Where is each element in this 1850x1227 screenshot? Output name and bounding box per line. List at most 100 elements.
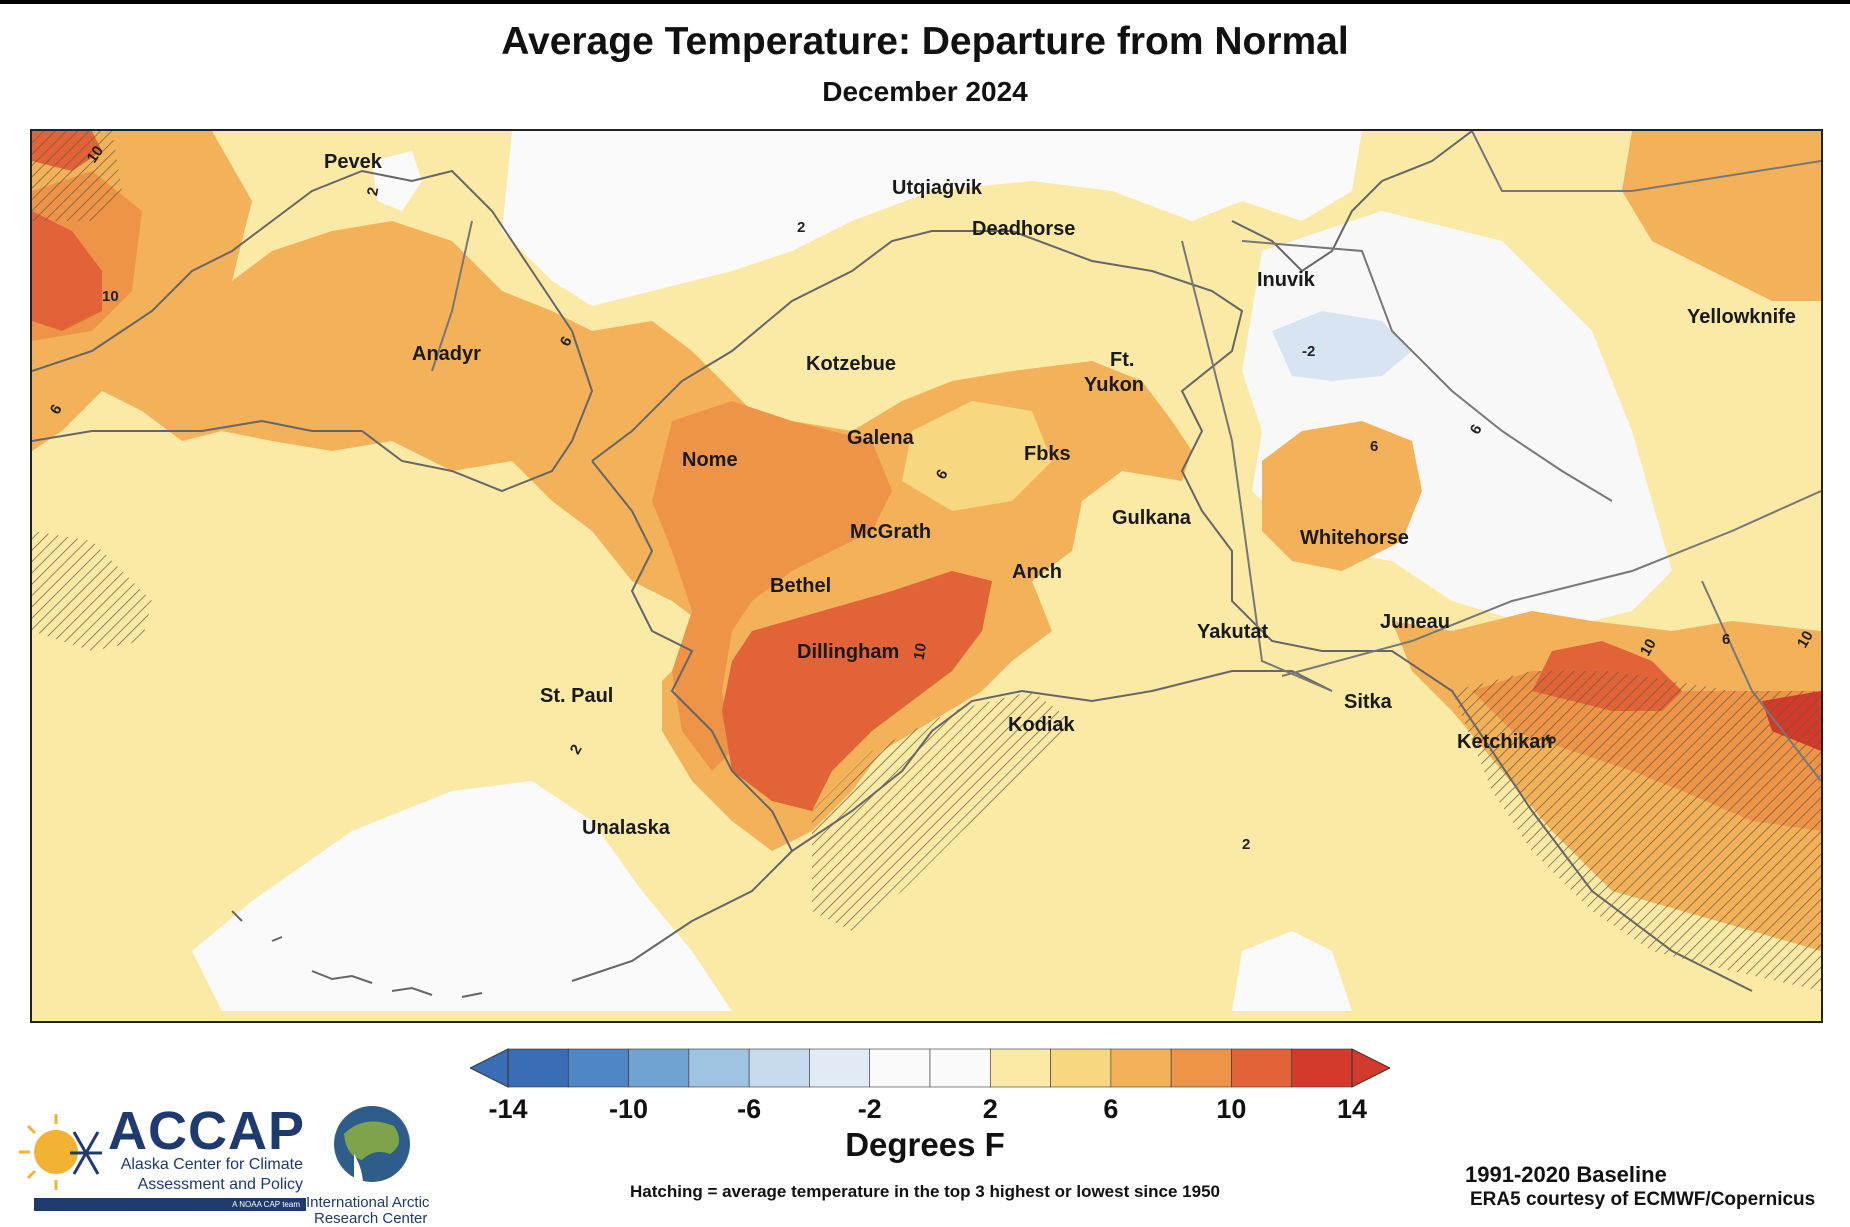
- nwt-border: [1471, 131, 1821, 192]
- city-label-yukon: Yukon: [1084, 374, 1145, 396]
- bc-border: [1281, 490, 1821, 677]
- map-subtitle: December 2024: [822, 76, 1028, 107]
- city-label-yakutat: Yakutat: [1197, 621, 1269, 643]
- colorbar-tick-label: 14: [1336, 1094, 1368, 1124]
- chukotka-border: [431, 220, 473, 372]
- city-label-sitka: Sitka: [1344, 691, 1392, 713]
- city-label-inuvik: Inuvik: [1257, 269, 1315, 291]
- baseline-note: 1991-2020 Baseline: [1465, 1162, 1667, 1187]
- western-alaska-deeper: [652, 401, 892, 771]
- data-credit: ERA5 courtesy of ECMWF/Copernicus: [1470, 1189, 1816, 1210]
- colorbar-cell: [1110, 1048, 1172, 1088]
- colorbar-cell: [989, 1048, 1051, 1088]
- city-label-unalaska: Unalaska: [582, 817, 670, 839]
- hatch-kodiak: [812, 691, 1072, 931]
- temperature-departure-map: Pevek Utqiaġvik Deadhorse Inuvik Yellowk…: [30, 129, 1823, 1023]
- colorbar-low-arrow: [470, 1048, 509, 1088]
- city-label-whitehorse: Whitehorse: [1300, 527, 1409, 549]
- colorbar-tick-label: -10: [609, 1094, 649, 1124]
- city-label-gulkana: Gulkana: [1112, 507, 1191, 529]
- contour-label: 10: [910, 641, 931, 662]
- bristol-bay-red: [722, 571, 992, 811]
- colorbar-cell: [1291, 1048, 1353, 1088]
- cook-inlet-coast: [791, 670, 1333, 852]
- city-label-ft: Ft.: [1110, 349, 1135, 371]
- yukon-warm: [1262, 421, 1422, 571]
- city-label-yellowknife: Yellowknife: [1687, 306, 1796, 328]
- colorbar-cell: [507, 1048, 569, 1088]
- city-label-kotzebue: Kotzebue: [806, 353, 896, 375]
- chukotka-coast: [32, 169, 594, 493]
- accap-iarc-logos: [19, 1106, 410, 1196]
- colorbar-cell: [869, 1048, 931, 1088]
- map-title: Average Temperature: Departure from Norm…: [501, 20, 1349, 63]
- alaska-coastline: [591, 230, 1753, 992]
- contour-label: 6: [1370, 438, 1379, 455]
- city-label-st-paul: St. Paul: [540, 685, 614, 707]
- iarc-name-line-2: Research Center: [314, 1210, 428, 1227]
- colorbar-tick-label: -2: [857, 1094, 882, 1124]
- colorbar-cell: [1231, 1048, 1293, 1088]
- nunavut-border: [1701, 580, 1821, 782]
- chukotka-red: [32, 211, 102, 331]
- sun-snowflake-icon: [19, 1114, 102, 1190]
- colorbar-units: Degrees F: [845, 1126, 1005, 1163]
- city-label-mcgrath: McGrath: [850, 521, 932, 543]
- contour-label: 6: [1722, 631, 1731, 648]
- accap-tagline-1: Alaska Center for Climate: [120, 1156, 303, 1173]
- colorbar-cell: [567, 1048, 629, 1088]
- contour-label: 2: [1242, 836, 1251, 853]
- gulf-near-normal: [1232, 931, 1352, 1011]
- contour-label: 2: [797, 219, 806, 236]
- city-label-ketchikan: Ketchikan: [1457, 731, 1553, 753]
- noaa-cap-tag: A NOAA CAP team: [34, 1198, 306, 1211]
- city-label-fbks: Fbks: [1024, 443, 1071, 465]
- iarc-globe-icon: [334, 1106, 410, 1196]
- colorbar-cell: [628, 1048, 690, 1088]
- colorbar-cell: [688, 1048, 750, 1088]
- city-label-galena: Galena: [847, 427, 914, 449]
- canada-arctic-coast: [1231, 131, 1473, 273]
- iarc-name-line-1: International Arctic: [306, 1194, 430, 1211]
- hatch-bering: [32, 531, 152, 651]
- aleutian-islands: [231, 910, 483, 998]
- fiwarm-extra: [902, 401, 1052, 511]
- bering-near-normal: [192, 781, 732, 1011]
- top-rule: [0, 0, 1850, 4]
- colorbar: [470, 1048, 1390, 1088]
- colorbar-cell: [1050, 1048, 1112, 1088]
- colorbar-tick-label: -6: [737, 1094, 762, 1124]
- city-label-pevek: Pevek: [324, 151, 382, 173]
- hatching-note: Hatching = average temperature in the to…: [630, 1182, 1220, 1201]
- us-canada-border: [1181, 240, 1333, 692]
- colorbar-cell: [1170, 1048, 1232, 1088]
- colorbar-cell: [929, 1048, 991, 1088]
- alaska-west-coast: [571, 460, 794, 982]
- city-label-anadyr: Anadyr: [412, 343, 481, 365]
- colorbar-cell: [809, 1048, 871, 1088]
- colorbar-tick-label: -14: [488, 1094, 528, 1124]
- colorbar-tick-label: 2: [982, 1094, 998, 1124]
- accap-wordmark: ACCAP: [108, 1101, 306, 1161]
- yukon-nwt-border: [1241, 240, 1613, 502]
- city-label-nome: Nome: [682, 449, 738, 471]
- map-canvas: [32, 131, 1821, 1021]
- arctic-ocean-near-normal: [502, 131, 1362, 306]
- colorbar-cell: [748, 1048, 810, 1088]
- city-label-juneau: Juneau: [1380, 611, 1451, 633]
- canada-cool-anomaly: [1272, 311, 1412, 381]
- city-label-bethel: Bethel: [770, 575, 832, 597]
- white-patch-1: [372, 151, 422, 211]
- accap-tagline-2: Assessment and Policy: [137, 1176, 303, 1193]
- hatch-chukotka: [32, 131, 122, 221]
- city-label-anch: Anch: [1012, 561, 1062, 583]
- city-label-kodiak: Kodiak: [1008, 714, 1075, 736]
- city-label-dillingham: Dillingham: [797, 641, 900, 663]
- city-label-deadhorse: Deadhorse: [972, 218, 1076, 240]
- city-label-utqiagvik: Utqiaġvik: [892, 177, 983, 199]
- nw-territories-warm: [1622, 131, 1821, 301]
- hatch-se: [1452, 671, 1821, 991]
- colorbar-cells: [507, 1048, 1353, 1088]
- colorbar-high-arrow: [1351, 1048, 1390, 1088]
- contour-label: 10: [102, 288, 119, 305]
